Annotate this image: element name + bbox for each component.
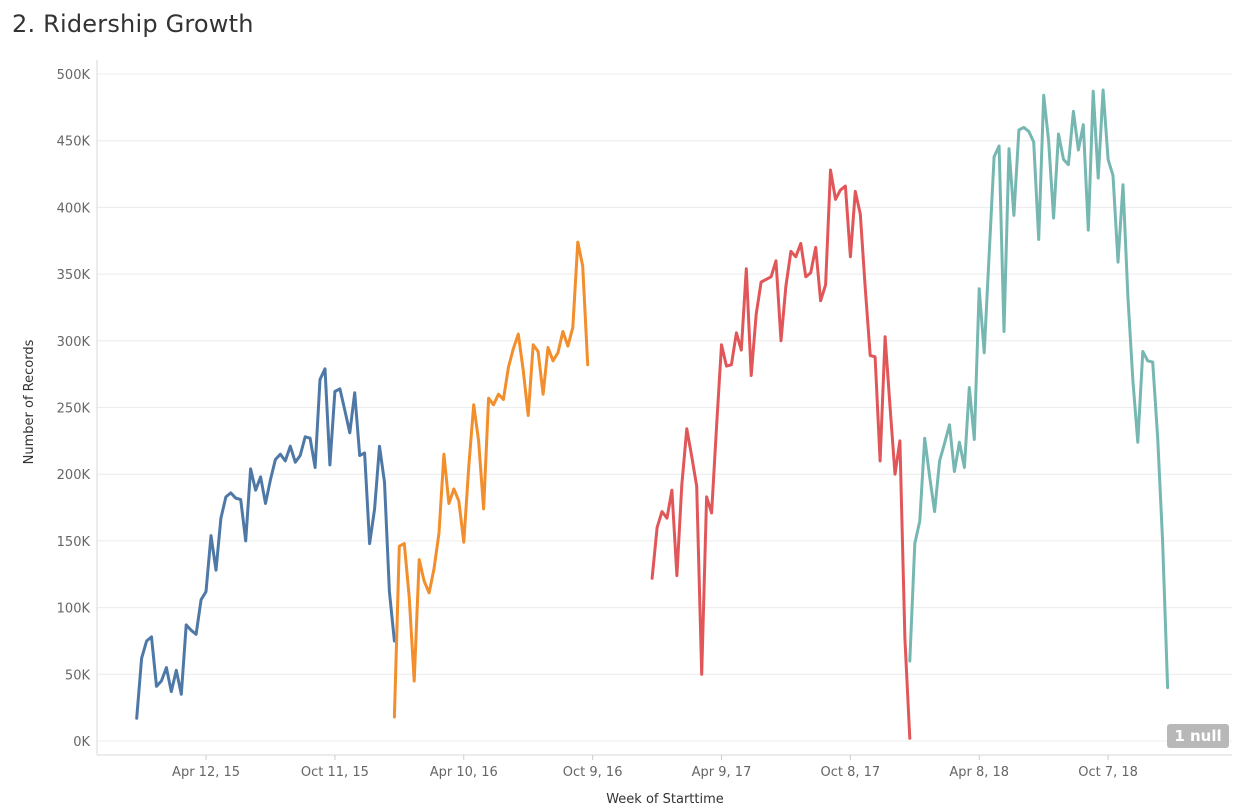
y-tick-label: 100K — [57, 602, 91, 617]
x-tick-label: Apr 8, 18 — [949, 765, 1009, 780]
x-tick-label: Oct 11, 15 — [301, 765, 369, 780]
gridlines — [97, 73, 1232, 742]
axes — [96, 60, 1232, 756]
series-lines — [135, 88, 1170, 740]
y-axis-ticks: 0K 50K 100K 150K 200K 250K 300K 350K 400K 450K 500… — [57, 68, 91, 750]
y-tick-label: 250K — [57, 402, 91, 417]
y-tick-label: 300K — [57, 335, 91, 350]
x-tick-label: Oct 8, 17 — [821, 765, 881, 780]
y-tick-label: 150K — [57, 535, 91, 550]
y-tick-label: 200K — [57, 468, 91, 483]
y-tick-label: 500K — [57, 68, 91, 83]
x-axis-ticks: Apr 12, 15 Oct 11, 15 Apr 10, 16 Oct 9, 16 A… — [172, 755, 1138, 780]
series-line-1[interactable] — [135, 367, 396, 720]
null-indicator-badge[interactable]: 1 null — [1167, 724, 1229, 748]
y-axis-title: Number of Records — [22, 339, 37, 464]
series-line-3[interactable] — [650, 168, 912, 740]
chart-title: 2. Ridership Growth — [12, 10, 254, 38]
series-line-2[interactable] — [392, 240, 590, 719]
y-tick-label: 450K — [57, 135, 91, 150]
y-tick-label: 350K — [57, 268, 91, 283]
series-line-4[interactable] — [908, 88, 1170, 690]
x-tick-label: Oct 7, 18 — [1078, 765, 1138, 780]
x-tick-label: Apr 12, 15 — [172, 765, 240, 780]
y-tick-label: 50K — [65, 668, 91, 683]
x-axis-title: Week of Starttime — [606, 792, 724, 805]
y-tick-label: 0K — [73, 735, 90, 750]
y-tick-label: 400K — [57, 201, 91, 216]
x-tick-label: Apr 10, 16 — [430, 765, 498, 780]
x-tick-label: Oct 9, 16 — [563, 765, 623, 780]
x-tick-label: Apr 9, 17 — [692, 765, 752, 780]
